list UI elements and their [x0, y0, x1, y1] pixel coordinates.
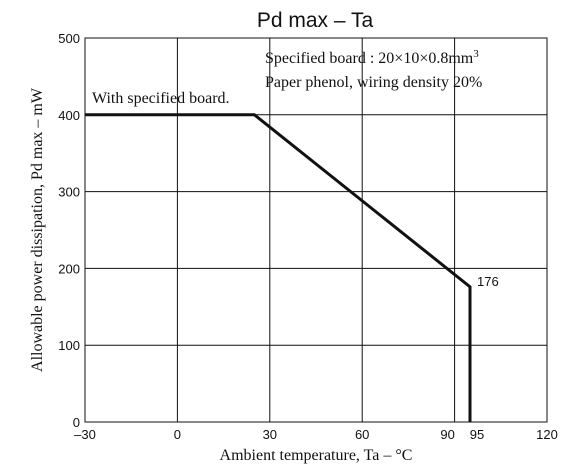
x-tick-label: 0 — [174, 427, 181, 442]
y-tick-label: 200 — [58, 261, 80, 276]
chart-title: Pd max – Ta — [257, 9, 374, 32]
x-tick-label: 95 — [470, 427, 484, 442]
annotation-point-label: 176 — [477, 274, 499, 289]
x-tick-label: –30 — [74, 427, 96, 442]
y-axis: 0 100 200 300 400 500 — [58, 31, 80, 430]
x-axis-label: Ambient temperature, Ta – °C — [220, 447, 413, 464]
annotation-board-spec: Specified board : 20×10×0.8mm3 — [265, 48, 479, 67]
annotation-board-material: Paper phenol, wiring density 20% — [265, 74, 482, 91]
x-tick-label: 120 — [536, 427, 558, 442]
y-tick-label: 400 — [58, 108, 80, 123]
gridlines — [85, 38, 547, 422]
annotation-curve-label: With specified board. — [92, 90, 230, 107]
x-tick-label: 60 — [355, 427, 369, 442]
y-axis-label: Allowable power dissipation, Pd max – mW — [29, 87, 46, 372]
y-tick-label: 300 — [58, 185, 80, 200]
y-tick-label: 500 — [58, 31, 80, 46]
annotation-board-spec-text: Specified board : 20×10×0.8mm — [265, 50, 474, 67]
x-tick-label: 30 — [263, 427, 277, 442]
y-tick-label: 0 — [73, 415, 80, 430]
series-line — [85, 113, 472, 422]
x-axis: –30 0 30 60 90 95 120 — [74, 427, 558, 442]
annotation-board-spec-superscript: 3 — [473, 48, 479, 60]
y-tick-label: 100 — [58, 338, 80, 353]
x-tick-label: 90 — [440, 427, 454, 442]
series-group — [85, 113, 472, 422]
plot-frame — [84, 37, 548, 423]
